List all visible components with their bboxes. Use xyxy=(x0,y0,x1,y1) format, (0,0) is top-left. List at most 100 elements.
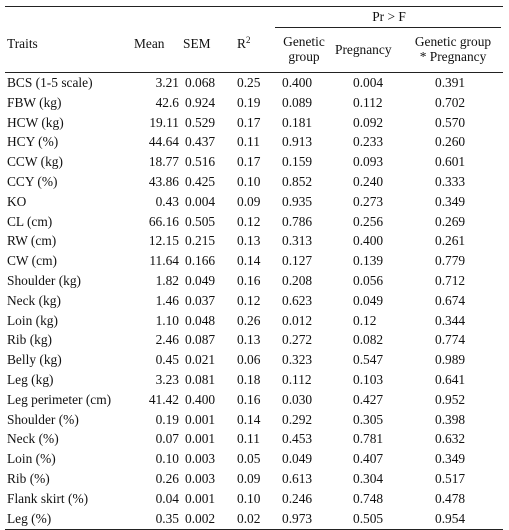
r2-cell: 0.18 xyxy=(237,371,261,387)
pregnancy-p-cell: 0.233 xyxy=(353,134,384,150)
pregnancy-p-cell: 0.240 xyxy=(353,173,384,189)
pregnancy-p-cell: 0.400 xyxy=(353,233,384,249)
pr-f-underline xyxy=(275,27,501,28)
mean-cell: 1.46 xyxy=(155,292,179,308)
trait-cell: RW (cm) xyxy=(7,233,57,249)
pregnancy-p-cell: 0.273 xyxy=(353,193,384,209)
r2-cell: 0.14 xyxy=(237,253,261,269)
interaction-p-cell: 0.774 xyxy=(435,332,466,348)
pregnancy-header: Pregnancy xyxy=(335,42,392,57)
sem-cell: 0.037 xyxy=(185,292,216,308)
pregnancy-p-cell: 0.547 xyxy=(353,352,384,368)
mean-cell: 11.64 xyxy=(149,253,179,269)
sem-cell: 0.001 xyxy=(185,490,216,506)
interaction-p-cell: 0.632 xyxy=(435,431,466,447)
pregnancy-p-cell: 0.056 xyxy=(353,272,384,288)
genetic-group-p-cell: 0.400 xyxy=(282,75,313,90)
genetic-group-p-cell: 0.181 xyxy=(282,114,313,130)
pr-f-header: Pr > F xyxy=(372,9,406,24)
interaction-header-line1: Genetic group xyxy=(414,34,492,49)
mean-cell: 0.07 xyxy=(155,431,179,447)
mean-cell: 3.21 xyxy=(155,75,179,90)
mean-cell: 0.35 xyxy=(155,510,179,526)
trait-cell: CL (cm) xyxy=(7,213,53,229)
pregnancy-p-cell: 0.12 xyxy=(353,312,377,328)
genetic-group-p-cell: 0.030 xyxy=(282,391,313,407)
mean-cell: 0.04 xyxy=(155,490,179,506)
traits-header: Traits xyxy=(7,36,38,51)
sem-cell: 0.003 xyxy=(185,470,216,486)
sem-cell: 0.001 xyxy=(185,431,216,447)
pregnancy-p-cell: 0.103 xyxy=(353,371,384,387)
interaction-p-cell: 0.478 xyxy=(435,490,466,506)
interaction-header-line2: * Pregnancy xyxy=(419,49,487,64)
r2-cell: 0.09 xyxy=(237,193,261,209)
genetic-group-p-cell: 0.127 xyxy=(282,253,313,269)
table-row: CCY (%) 43.86 0.425 0.10 0.852 0.240 0.333 xyxy=(5,172,503,192)
trait-cell: KO xyxy=(7,193,27,209)
table-row: Shoulder (kg) 1.82 0.049 0.16 0.208 0.056 0.71… xyxy=(5,271,503,291)
table-row: Shoulder (%) 0.19 0.001 0.14 0.292 0.305 0.398 xyxy=(5,410,503,430)
interaction-p-cell: 0.674 xyxy=(435,292,466,308)
sem-cell: 0.021 xyxy=(185,352,216,368)
trait-cell: HCW (kg) xyxy=(7,114,64,130)
genetic-group-p-cell: 0.313 xyxy=(282,233,313,249)
interaction-p-cell: 0.517 xyxy=(435,470,466,486)
trait-cell: Flank skirt (%) xyxy=(7,490,89,506)
mean-cell: 19.11 xyxy=(149,114,179,130)
sem-cell: 0.505 xyxy=(185,213,216,229)
pregnancy-p-cell: 0.407 xyxy=(353,451,384,467)
interaction-p-cell: 0.712 xyxy=(435,272,466,288)
pregnancy-p-cell: 0.093 xyxy=(353,154,384,170)
sem-header: SEM xyxy=(183,36,211,51)
mean-cell: 0.45 xyxy=(155,352,179,368)
trait-cell: Rib (kg) xyxy=(7,332,53,348)
mean-cell: 43.86 xyxy=(148,173,179,189)
mean-cell: 41.42 xyxy=(148,391,179,407)
interaction-p-cell: 0.702 xyxy=(435,94,466,110)
r2-cell: 0.11 xyxy=(237,431,260,447)
genetic-group-p-cell: 0.323 xyxy=(282,352,313,368)
table-row: CCW (kg) 18.77 0.516 0.17 0.159 0.093 0.601 xyxy=(5,152,503,172)
trait-cell: CCW (kg) xyxy=(7,154,63,170)
interaction-p-cell: 0.391 xyxy=(435,75,466,90)
table-row: Leg (%) 0.35 0.002 0.02 0.973 0.505 0.954 xyxy=(5,509,503,529)
genetic-group-p-cell: 0.208 xyxy=(282,272,313,288)
genetic-group-p-cell: 0.786 xyxy=(282,213,313,229)
pregnancy-p-cell: 0.139 xyxy=(353,253,384,269)
genetic-group-header-line2: group xyxy=(288,49,320,64)
table-row: Neck (%) 0.07 0.001 0.11 0.453 0.781 0.632 xyxy=(5,429,503,449)
r2-cell: 0.26 xyxy=(237,312,261,328)
sem-cell: 0.529 xyxy=(185,114,216,130)
genetic-group-p-cell: 0.852 xyxy=(282,173,313,189)
r2-cell: 0.10 xyxy=(237,490,261,506)
r2-cell: 0.12 xyxy=(237,213,261,229)
r2-header-sup: 2 xyxy=(245,35,251,45)
pregnancy-p-cell: 0.004 xyxy=(353,75,384,90)
interaction-p-cell: 0.641 xyxy=(435,371,466,387)
trait-cell: BCS (1-5 scale) xyxy=(7,75,93,90)
r2-cell: 0.16 xyxy=(237,391,261,407)
genetic-group-p-cell: 0.159 xyxy=(282,154,313,170)
genetic-group-p-cell: 0.913 xyxy=(282,134,313,150)
interaction-p-cell: 0.954 xyxy=(435,510,466,526)
mean-cell: 0.26 xyxy=(155,470,179,486)
genetic-group-p-cell: 0.623 xyxy=(282,292,313,308)
table-row: Loin (%) 0.10 0.003 0.05 0.049 0.407 0.349 xyxy=(5,449,503,469)
table-row: Belly (kg) 0.45 0.021 0.06 0.323 0.547 0.989 xyxy=(5,350,503,370)
pregnancy-p-cell: 0.505 xyxy=(353,510,384,526)
genetic-group-p-cell: 0.973 xyxy=(282,510,313,526)
interaction-p-cell: 0.269 xyxy=(435,213,466,229)
table-body: BCS (1-5 scale) 3.21 0.068 0.25 0.400 0.004 0.… xyxy=(5,73,503,528)
trait-cell: Leg (%) xyxy=(7,510,52,526)
sem-cell: 0.087 xyxy=(185,332,216,348)
sem-cell: 0.048 xyxy=(185,312,216,328)
mean-cell: 42.6 xyxy=(155,94,179,110)
pregnancy-p-cell: 0.082 xyxy=(353,332,384,348)
sem-cell: 0.081 xyxy=(185,371,216,387)
interaction-p-cell: 0.989 xyxy=(435,352,466,368)
mean-cell: 0.10 xyxy=(155,451,179,467)
r2-cell: 0.17 xyxy=(237,154,261,170)
r2-cell: 0.17 xyxy=(237,114,261,130)
r2-cell: 0.09 xyxy=(237,470,261,486)
